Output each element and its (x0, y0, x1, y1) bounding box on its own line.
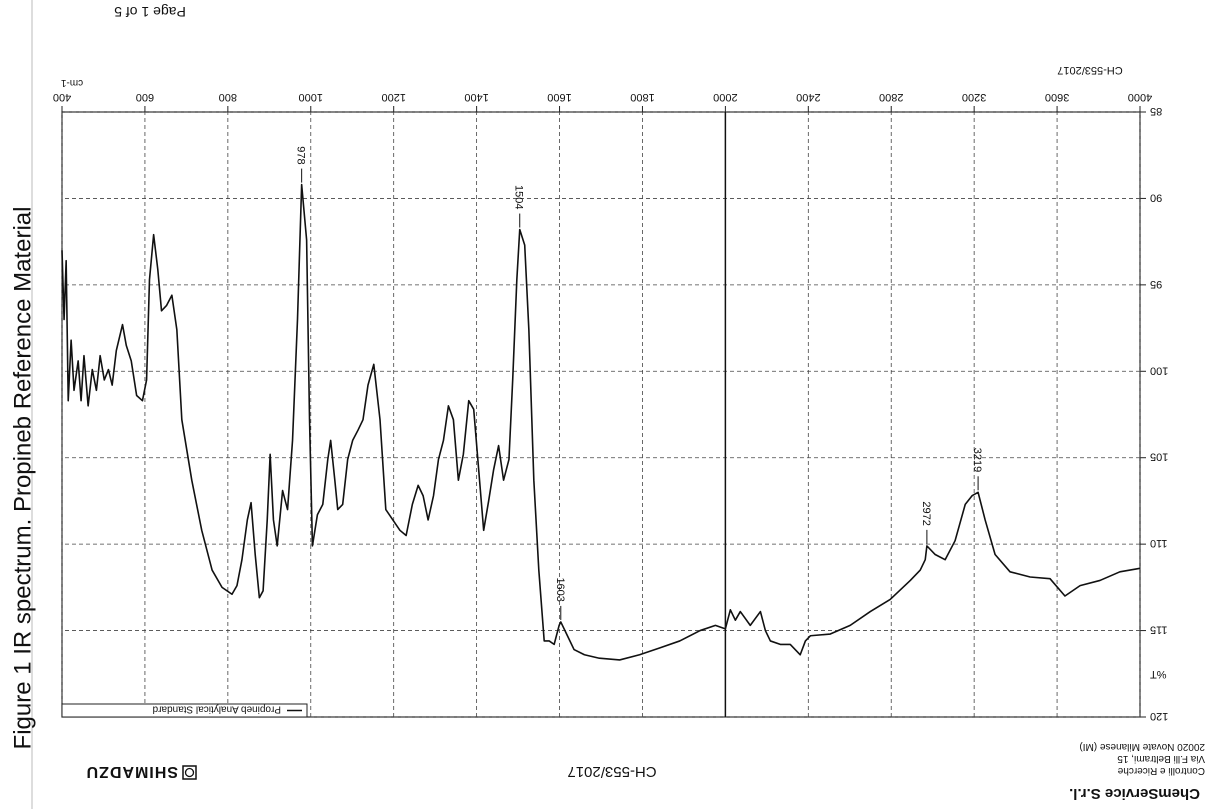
x-tick-label: 600 (136, 91, 154, 103)
x-tick-label: 1800 (630, 91, 654, 103)
spectrum-line (61, 183, 1141, 661)
y-tick-label: 90 (1150, 191, 1162, 203)
company-address: Controlli e Ricerche (1117, 765, 1205, 776)
x-tick-label: 2000 (713, 91, 737, 103)
figure-caption: Figure 1 IR spectrum. Propineb Reference… (9, 207, 36, 750)
x-axis-label: cm-1 (60, 77, 83, 88)
x-tick-label: 2400 (796, 91, 820, 103)
scanned-sheet: Page 1 of 5 CH-553/2017 SHIMADZU ChemSer… (53, 4, 1205, 802)
x-tick-label: 3200 (962, 91, 986, 103)
y-tick-label: 115 (1150, 624, 1168, 636)
peak-label: 1603 (554, 577, 566, 601)
peak-label: 2972 (920, 501, 932, 525)
x-tick-label: 1400 (464, 91, 488, 103)
y-tick-label: 120 (1150, 710, 1168, 722)
brand-logo (182, 765, 197, 780)
peak-label: 1504 (513, 185, 525, 209)
x-tick-label: 1000 (299, 91, 323, 103)
x-tick-label: 1600 (547, 91, 571, 103)
peak-label: 3219 (971, 448, 983, 472)
x-tick-label: 2800 (879, 91, 903, 103)
x-tick-label: 1200 (381, 91, 405, 103)
peak-label: 978 (295, 146, 307, 164)
x-tick-label: 4000 (1128, 91, 1152, 103)
y-tick-label: 100 (1150, 364, 1168, 376)
company-address: 20020 Novate Milanese (MI) (1079, 741, 1205, 752)
y-tick-label: 95 (1150, 278, 1162, 290)
report-id: CH-553/2017 (567, 763, 656, 780)
x-tick-label: 400 (53, 91, 71, 103)
y-tick-label: 110 (1150, 537, 1168, 549)
company-name: ChemService S.r.l. (1069, 785, 1200, 802)
company-address: Via F.lli Beltrami, 15 (1117, 753, 1205, 764)
page-header: Page 1 of 5 (114, 4, 186, 20)
brand: SHIMADZU (86, 763, 178, 780)
legend-box (61, 703, 308, 718)
y-axis-label: %T (1150, 668, 1167, 680)
x-tick-label: 800 (219, 91, 237, 103)
report-id: CH-553/2017 (1057, 64, 1122, 76)
legend-label: Propineb Analytical Standard (153, 704, 281, 715)
y-tick-label: 85 (1150, 105, 1162, 117)
y-tick-label: 105 (1150, 451, 1168, 463)
x-tick-label: 3600 (1045, 91, 1069, 103)
